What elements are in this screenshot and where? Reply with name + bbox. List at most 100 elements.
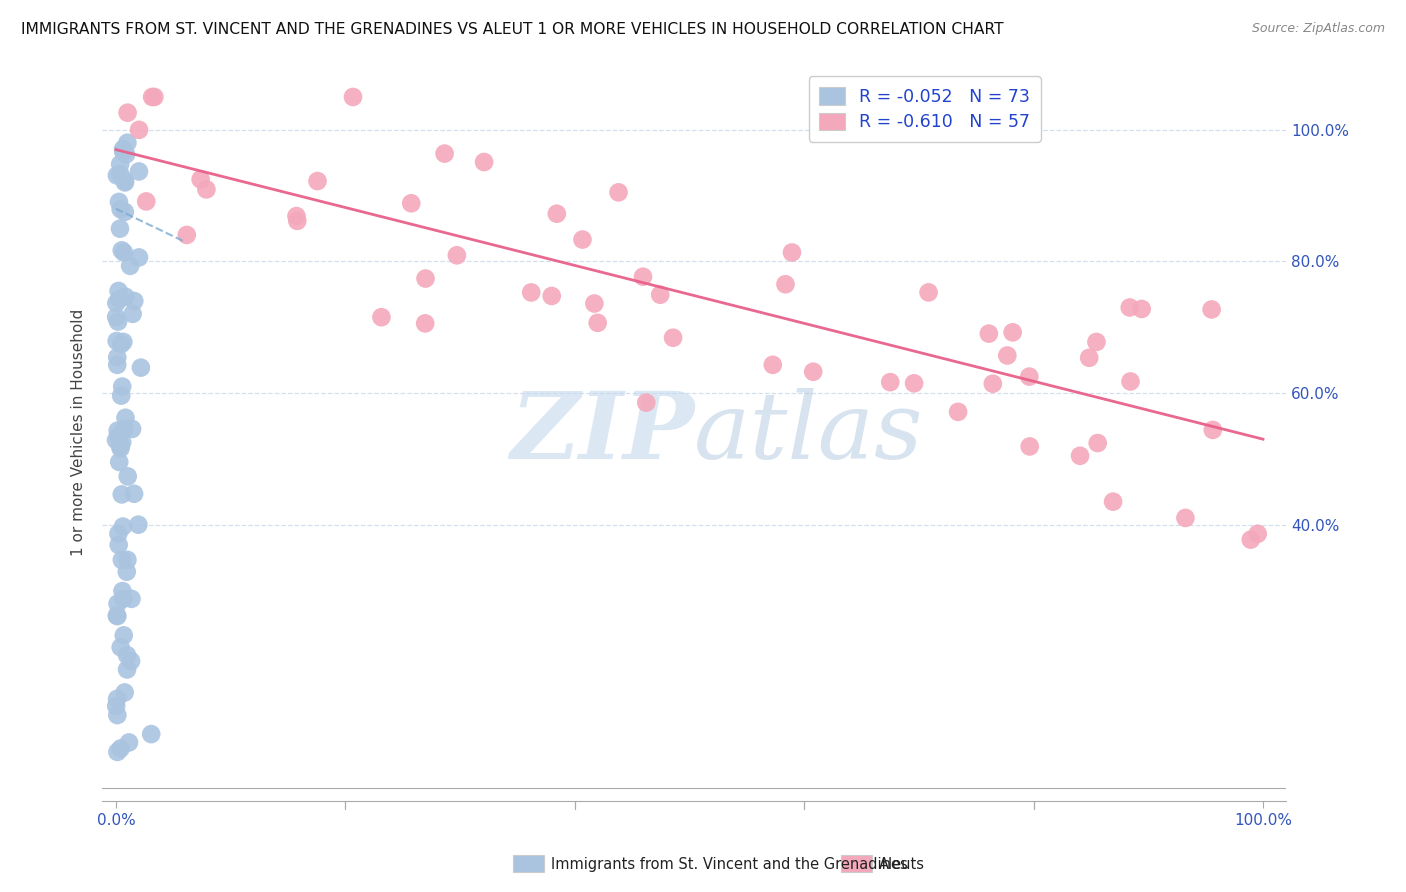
Point bbox=[105, 608, 128, 623]
Point bbox=[1085, 334, 1108, 349]
Point bbox=[112, 145, 135, 159]
Point bbox=[1102, 494, 1125, 508]
Point bbox=[114, 205, 136, 219]
Point bbox=[631, 269, 654, 284]
Point bbox=[190, 172, 212, 186]
Point bbox=[105, 358, 128, 372]
Point bbox=[105, 334, 128, 348]
Point bbox=[110, 741, 132, 756]
Point bbox=[112, 245, 135, 260]
Point bbox=[607, 186, 630, 200]
Point bbox=[117, 553, 139, 567]
Point bbox=[285, 214, 308, 228]
Point bbox=[115, 648, 138, 662]
Point bbox=[112, 334, 135, 349]
Text: Aleuts: Aleuts bbox=[879, 857, 925, 871]
Text: Source: ZipAtlas.com: Source: ZipAtlas.com bbox=[1251, 22, 1385, 36]
Point bbox=[110, 337, 132, 351]
Point bbox=[120, 259, 142, 273]
Point bbox=[111, 584, 134, 599]
Point bbox=[977, 326, 1000, 341]
Point bbox=[107, 315, 129, 329]
Point bbox=[571, 233, 593, 247]
Point bbox=[662, 331, 685, 345]
Point bbox=[1069, 449, 1091, 463]
Point bbox=[122, 487, 145, 501]
Text: Immigrants from St. Vincent and the Grenadines: Immigrants from St. Vincent and the Gren… bbox=[551, 857, 908, 871]
Point bbox=[879, 375, 901, 389]
Point bbox=[114, 176, 136, 190]
Point bbox=[114, 685, 136, 699]
Point bbox=[108, 194, 131, 209]
Point bbox=[117, 105, 139, 120]
Point bbox=[110, 167, 132, 181]
Point bbox=[105, 699, 128, 714]
Point bbox=[195, 182, 218, 196]
Point bbox=[1119, 301, 1142, 315]
Point bbox=[135, 194, 157, 209]
Text: atlas: atlas bbox=[695, 388, 924, 477]
Point bbox=[1001, 326, 1024, 340]
Point bbox=[546, 207, 568, 221]
Point bbox=[413, 317, 436, 331]
Point bbox=[981, 376, 1004, 391]
Point bbox=[114, 290, 136, 304]
Point bbox=[415, 271, 437, 285]
Point bbox=[128, 164, 150, 178]
Point bbox=[775, 277, 797, 292]
Point bbox=[122, 293, 145, 308]
Point bbox=[1174, 511, 1197, 525]
Point bbox=[110, 640, 132, 655]
Point bbox=[107, 424, 129, 438]
Point bbox=[1119, 375, 1142, 389]
Point bbox=[111, 379, 134, 393]
Point bbox=[105, 310, 128, 324]
Point bbox=[117, 469, 139, 483]
Point bbox=[111, 435, 134, 450]
Point bbox=[472, 155, 495, 169]
Y-axis label: 1 or more Vehicles in Household: 1 or more Vehicles in Household bbox=[72, 309, 86, 557]
Point bbox=[583, 296, 606, 310]
Point bbox=[307, 174, 329, 188]
Point bbox=[107, 284, 129, 298]
Point bbox=[917, 285, 939, 300]
Point bbox=[1240, 533, 1263, 547]
Point bbox=[141, 90, 163, 104]
Point bbox=[1130, 301, 1153, 316]
Point bbox=[114, 422, 136, 436]
Point bbox=[801, 365, 824, 379]
Point bbox=[129, 360, 152, 375]
Point bbox=[108, 455, 131, 469]
Point bbox=[1087, 436, 1109, 450]
Point bbox=[1247, 526, 1270, 541]
Point bbox=[105, 296, 128, 310]
Point bbox=[121, 591, 143, 606]
Point bbox=[1201, 302, 1223, 317]
Point bbox=[540, 289, 562, 303]
Point bbox=[586, 316, 609, 330]
Point bbox=[108, 292, 131, 306]
Point bbox=[107, 538, 129, 552]
Point bbox=[128, 123, 150, 137]
Point bbox=[118, 735, 141, 749]
Point bbox=[107, 745, 129, 759]
Point bbox=[115, 663, 138, 677]
Point bbox=[105, 351, 128, 365]
Point bbox=[995, 349, 1018, 363]
Point bbox=[112, 591, 135, 606]
Point bbox=[903, 376, 925, 391]
Point bbox=[111, 553, 134, 567]
Point bbox=[285, 209, 308, 223]
Point bbox=[111, 244, 134, 258]
Point bbox=[110, 389, 132, 403]
Point bbox=[115, 147, 138, 161]
Point bbox=[107, 526, 129, 541]
Point bbox=[433, 146, 456, 161]
Text: ZIP: ZIP bbox=[510, 388, 695, 477]
Point bbox=[110, 202, 132, 217]
Point bbox=[762, 358, 785, 372]
Point bbox=[120, 654, 142, 668]
Point bbox=[636, 395, 658, 409]
Point bbox=[128, 251, 150, 265]
Point bbox=[105, 708, 128, 723]
